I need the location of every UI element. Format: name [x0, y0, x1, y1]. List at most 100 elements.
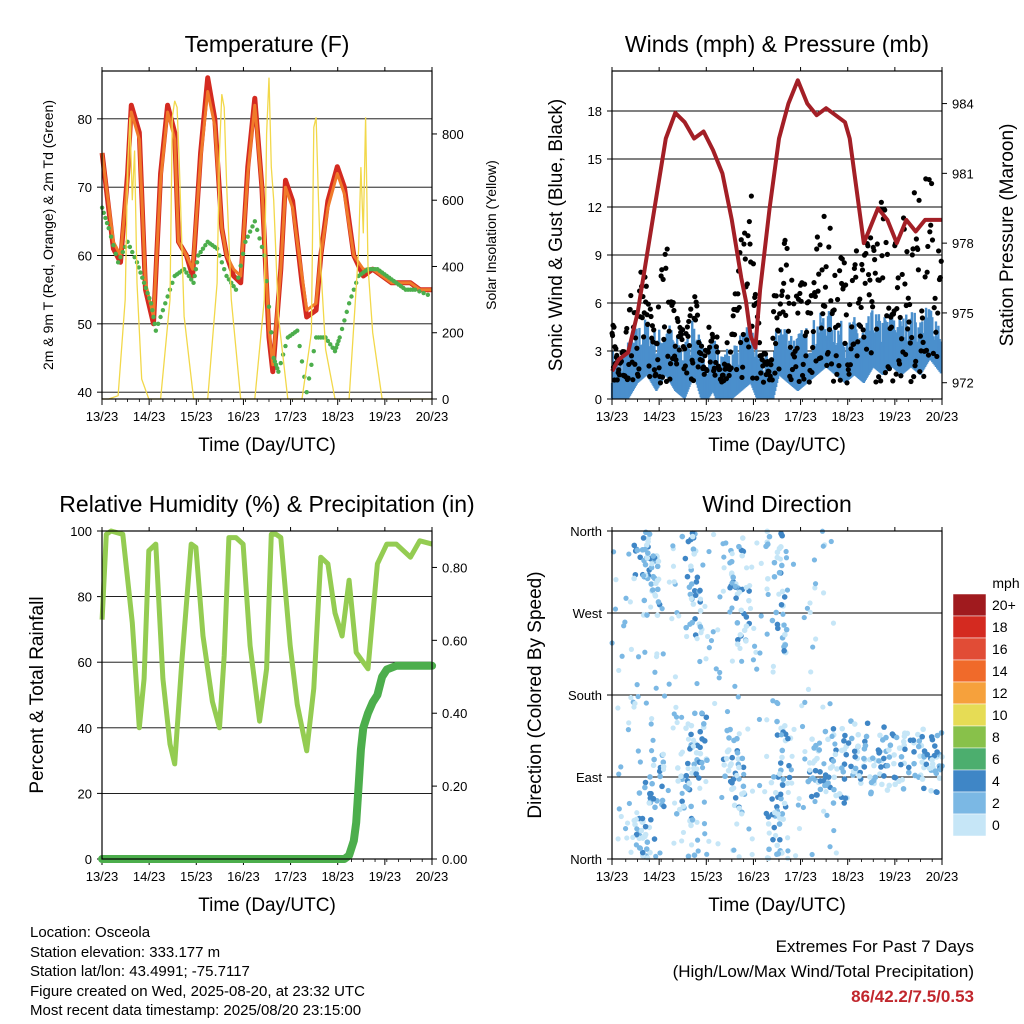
direction-point	[869, 755, 876, 762]
gust-point	[686, 343, 693, 349]
direction-point	[915, 743, 922, 750]
direction-point	[678, 773, 684, 780]
direction-point	[779, 562, 785, 569]
direction-point	[881, 773, 887, 779]
direction-point	[696, 775, 702, 781]
dewpoint-point	[147, 296, 152, 301]
direction-point	[765, 821, 772, 827]
gust-point	[728, 365, 734, 371]
direction-point	[901, 733, 908, 740]
dewpoint-point	[138, 270, 143, 275]
dewpoint-point	[250, 224, 255, 229]
gust-point	[873, 379, 879, 385]
direction-point	[833, 850, 839, 856]
direction-point	[788, 767, 794, 773]
direction-point	[739, 811, 745, 817]
direction-point	[642, 823, 649, 830]
dewpoint-point	[328, 342, 333, 347]
dewpoint-point	[221, 266, 227, 272]
direction-point	[690, 743, 696, 749]
direction-point	[816, 740, 823, 746]
direction-point	[646, 800, 652, 806]
direction-point	[920, 726, 926, 733]
y-tick-label: 80	[78, 590, 92, 605]
direction-point	[867, 774, 873, 780]
legend-swatch	[952, 747, 987, 771]
gust-point	[739, 374, 745, 381]
direction-point	[685, 721, 691, 727]
gust-point	[628, 353, 635, 359]
direction-point	[929, 757, 935, 763]
direction-point	[807, 776, 813, 782]
panel-title: Relative Humidity (%) & Precipitation (i…	[59, 491, 474, 517]
gust-point	[653, 371, 659, 377]
direction-point	[685, 736, 692, 742]
direction-point	[674, 765, 681, 771]
direction-point	[928, 734, 935, 740]
dewpoint-point	[297, 343, 302, 349]
gust-point	[851, 341, 857, 347]
dewpoint-point	[165, 294, 170, 299]
direction-point	[633, 831, 640, 838]
direction-point	[735, 756, 742, 762]
direction-point	[848, 763, 854, 770]
direction-point	[899, 776, 906, 783]
gust-point	[744, 337, 750, 343]
gust-point	[828, 361, 835, 367]
x-tick-label: 14/23	[643, 409, 676, 424]
dewpoint-point	[141, 280, 147, 286]
direction-point	[735, 694, 741, 700]
gust-point	[796, 378, 802, 385]
gust-point	[690, 360, 696, 366]
direction-point	[741, 790, 747, 796]
dewpoint-point	[184, 270, 189, 275]
gust-point	[800, 361, 806, 367]
gust-point	[756, 340, 763, 346]
gust-point	[660, 276, 666, 283]
direction-point	[688, 563, 694, 570]
gust-point	[762, 351, 769, 357]
direction-point	[782, 723, 788, 729]
dewpoint-point	[193, 266, 199, 272]
direction-point	[699, 760, 705, 766]
gust-point	[724, 340, 730, 346]
direction-point	[754, 666, 760, 672]
legend-label: 8	[992, 729, 1000, 745]
gust-point	[855, 300, 862, 306]
dewpoint-point	[351, 287, 357, 292]
direction-point	[765, 575, 771, 582]
direction-point	[771, 824, 778, 831]
direction-point	[693, 771, 699, 777]
direction-point	[679, 714, 685, 720]
x-tick-label: 14/23	[643, 869, 676, 884]
plot-frame	[611, 70, 943, 400]
gust-point	[611, 324, 617, 330]
x-tick-label: 20/23	[416, 869, 449, 884]
direction-point	[684, 760, 691, 767]
y-tick-label: 6	[595, 296, 602, 311]
direction-point	[782, 631, 788, 638]
direction-point	[783, 548, 789, 555]
direction-point	[813, 636, 819, 642]
x-tick-label: 18/23	[321, 409, 354, 424]
gust-point	[694, 303, 700, 309]
direction-point	[697, 596, 704, 602]
dewpoint-point	[306, 376, 312, 381]
gust-point	[735, 291, 741, 297]
gust-point	[655, 357, 661, 363]
legend-label: 4	[992, 773, 1000, 789]
gust-point	[848, 346, 854, 352]
direction-point	[811, 557, 818, 563]
gust-point	[818, 355, 824, 361]
direction-point	[822, 782, 828, 789]
gust-point	[923, 347, 930, 353]
x-tick-label: 13/23	[86, 869, 119, 884]
direction-point	[702, 831, 708, 837]
gust-point	[915, 267, 921, 273]
direction-point	[684, 573, 691, 580]
gust-point	[781, 280, 787, 286]
direction-point	[653, 685, 659, 691]
dewpoint-point	[339, 326, 345, 332]
gust-point	[661, 336, 667, 342]
direction-point	[729, 754, 736, 761]
